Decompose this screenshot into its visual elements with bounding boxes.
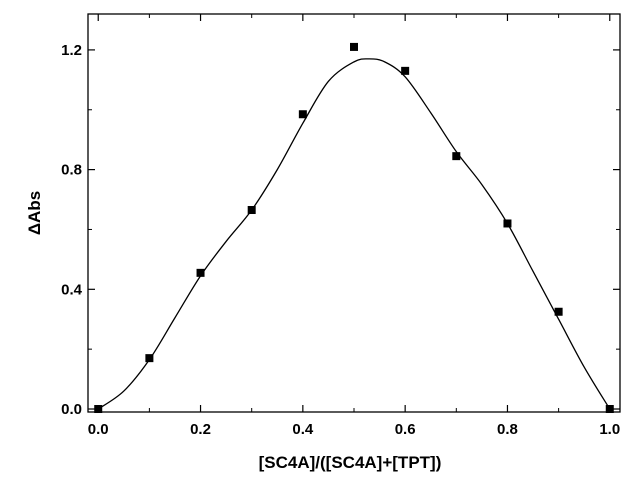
data-point (94, 405, 103, 414)
y-tick-label: 0.8 (61, 162, 82, 179)
fit-curve-layer (97, 58, 611, 410)
axis-ticks (88, 14, 620, 412)
data-point (554, 307, 563, 316)
y-axis-title: ΔAbs (25, 191, 44, 235)
plot-frame (87, 13, 621, 413)
fit-curve (97, 58, 611, 410)
data-point (401, 66, 410, 75)
data-point (247, 206, 256, 215)
x-tick-label: 0.8 (497, 421, 518, 438)
x-tick-label: 0.4 (292, 421, 314, 438)
data-point (605, 405, 614, 414)
x-axis-title: [SC4A]/([SC4A]+[TPT]) (259, 453, 442, 472)
tick-labels: 0.0 0.2 0.4 0.6 0.8 1.0 0.0 0.4 0.8 1.2 (61, 42, 620, 438)
data-point (350, 42, 358, 51)
y-tick-label: 1.2 (61, 42, 82, 59)
x-tick-label: 1.0 (599, 421, 620, 438)
data-point (503, 219, 512, 228)
data-point (298, 110, 307, 119)
x-tick-label: 0.0 (88, 421, 109, 438)
data-point (452, 152, 461, 161)
data-points-layer (94, 42, 614, 414)
data-point (196, 268, 205, 277)
y-tick-label: 0.0 (61, 401, 82, 418)
x-tick-label: 0.2 (190, 421, 211, 438)
x-tick-label: 0.6 (395, 421, 416, 438)
y-tick-label: 0.4 (61, 281, 83, 298)
data-point (145, 354, 154, 363)
